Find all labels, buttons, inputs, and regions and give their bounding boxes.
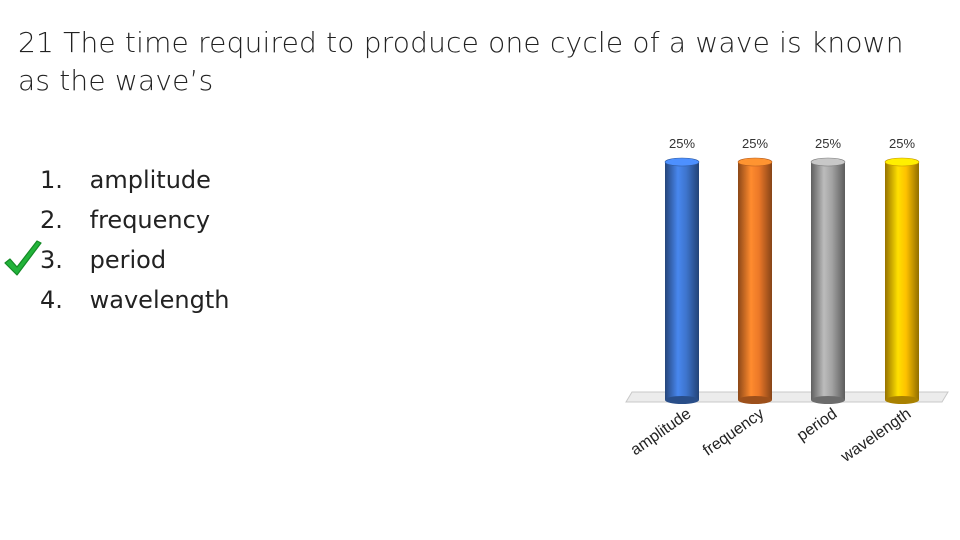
answer-label: amplitude <box>89 166 211 194</box>
bar-cap-wavelength <box>884 157 920 167</box>
bar-cap-frequency <box>737 157 773 167</box>
answer-option-1[interactable]: 1. amplitude <box>40 160 229 200</box>
x-tick-label: period <box>794 405 840 444</box>
answer-number: 2. <box>40 206 63 234</box>
bar-wavelength <box>885 162 919 400</box>
answer-label: wavelength <box>89 286 230 314</box>
data-label: 25% <box>889 136 915 151</box>
x-tick-label: amplitude <box>628 405 695 459</box>
x-tick-label: frequency <box>700 405 767 459</box>
bar-frequency <box>738 162 772 400</box>
data-label: 25% <box>815 136 841 151</box>
question-body: The time required to produce one cycle o… <box>18 26 904 97</box>
answer-option-3[interactable]: 3. period <box>40 240 229 280</box>
answer-label: frequency <box>89 206 211 234</box>
answer-number: 3. <box>40 246 63 274</box>
results-bar-chart: 25% amplitude 25% frequency 25% period 25% wave… <box>625 136 949 466</box>
answer-label: period <box>89 246 167 274</box>
bar-cap-period <box>810 157 846 167</box>
answer-list: 1. amplitude 2. frequency 3. period 4. w… <box>40 160 229 320</box>
answer-option-2[interactable]: 2. frequency <box>40 200 229 240</box>
data-label: 25% <box>669 136 695 151</box>
question-text: 21 The time required to produce one cycl… <box>18 24 938 100</box>
bar-base-wavelength <box>885 396 919 404</box>
bar-base-period <box>811 396 845 404</box>
bar-base-amplitude <box>665 396 699 404</box>
question-number: 21 <box>18 26 55 59</box>
x-tick-label: wavelength <box>837 405 914 466</box>
bar-base-frequency <box>738 396 772 404</box>
checkmark-icon <box>4 240 42 276</box>
answer-number: 1. <box>40 166 63 194</box>
data-label: 25% <box>742 136 768 151</box>
answer-option-4[interactable]: 4. wavelength <box>40 280 229 320</box>
bar-amplitude <box>665 162 699 400</box>
bar-cap-amplitude <box>664 157 700 167</box>
answer-number: 4. <box>40 286 63 314</box>
bar-period <box>811 162 845 400</box>
